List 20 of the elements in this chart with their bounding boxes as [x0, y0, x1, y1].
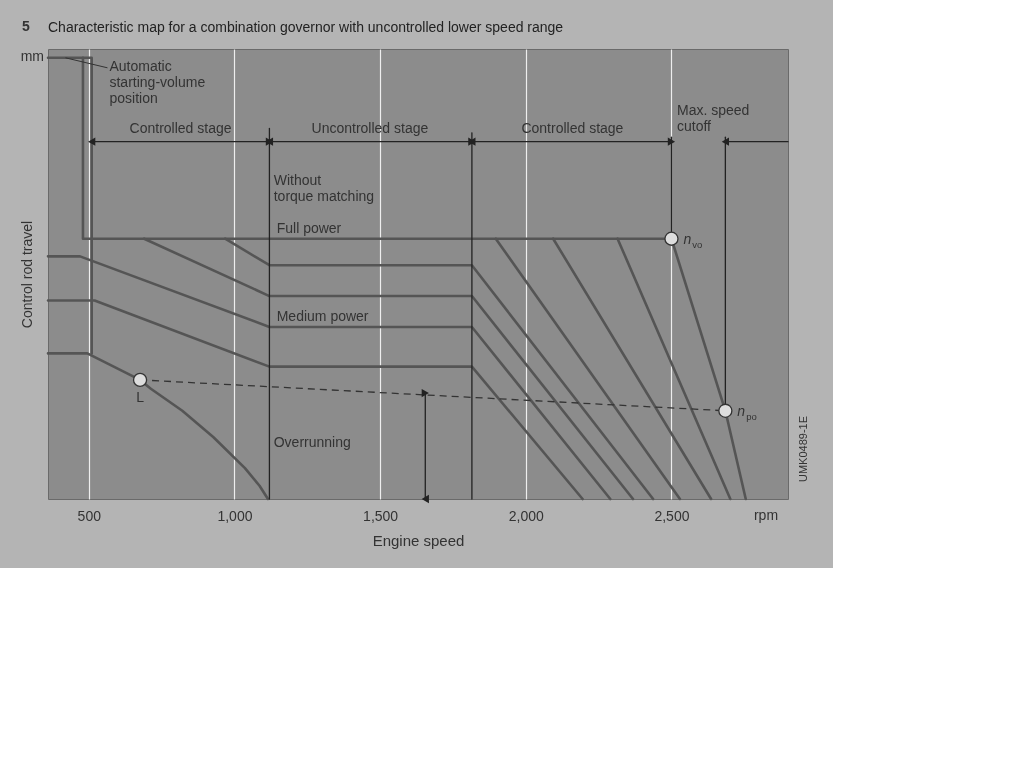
x-tick-label: 2,000	[508, 507, 545, 524]
text: rpm	[753, 507, 779, 523]
annotation: Full power	[276, 219, 342, 236]
x-tick-label: 500	[77, 507, 102, 524]
x-tick-label: 2,500	[654, 507, 690, 524]
text: 5	[22, 18, 31, 34]
y-axis-title: Control rod travel	[18, 220, 35, 329]
annotation: Automatic starting-volume position	[109, 57, 206, 106]
chart-title: Characteristic map for a combination governor with uncontrolled lower speed range	[48, 19, 564, 35]
text: mm	[20, 48, 44, 64]
x-axis-title: Engine speed	[372, 531, 465, 549]
annotation: Overrunning	[273, 433, 351, 450]
x-tick-label: 1,500	[363, 507, 399, 524]
x-tick-label: 1,000	[217, 507, 253, 524]
annotation: Medium power	[276, 307, 369, 324]
text: UMK0489-1E	[797, 415, 809, 483]
annotation: Max. speed cutoff	[677, 101, 750, 134]
annotation: Controlled stage	[129, 119, 232, 136]
annotation: L	[136, 388, 145, 405]
annotation: Without torque matching	[273, 172, 375, 205]
